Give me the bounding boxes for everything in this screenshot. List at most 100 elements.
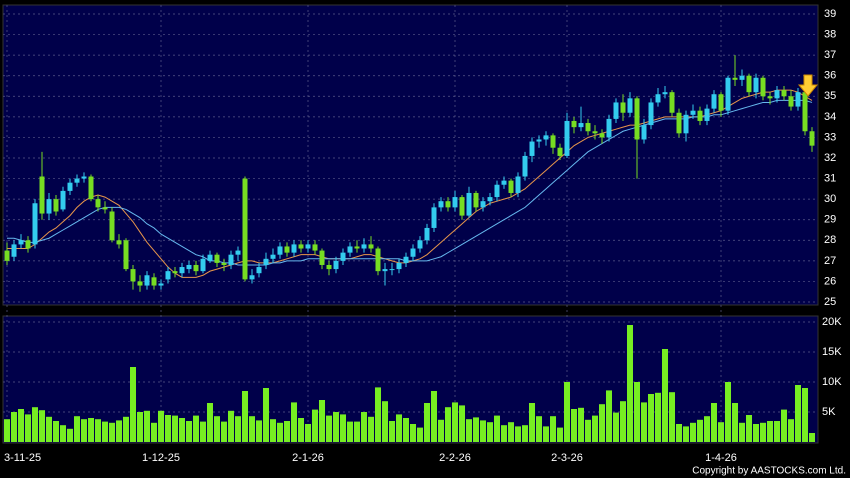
y-tick-label: 27 xyxy=(824,255,836,267)
candle-body xyxy=(802,92,808,132)
candle-body xyxy=(760,77,766,97)
candle-body xyxy=(221,262,227,265)
plot-layer: 25 26 27 28 29 30 31 32 33 34 35 36 37 38 39 5K 10K 15K 20… xyxy=(3,5,842,464)
volume-bar xyxy=(557,427,563,442)
volume-bar xyxy=(690,422,696,442)
volume-bar xyxy=(711,403,717,442)
volume-bar xyxy=(81,419,87,442)
volume-bar xyxy=(732,403,738,442)
volume-bar xyxy=(445,407,451,442)
volume-bar xyxy=(641,402,647,442)
volume-bar xyxy=(319,400,325,442)
candle-body xyxy=(529,141,535,156)
y-tick-label: 35 xyxy=(824,90,836,102)
candle-body xyxy=(767,96,773,99)
candle-body xyxy=(739,75,745,80)
candle-body xyxy=(697,110,703,121)
volume-bar xyxy=(333,412,339,442)
volume-bar xyxy=(214,416,220,442)
volume-bar xyxy=(375,387,381,442)
candle-body xyxy=(445,201,451,208)
candle-body xyxy=(340,252,346,261)
volume-bar xyxy=(18,409,24,442)
candle-body xyxy=(578,123,584,128)
volume-bar xyxy=(207,403,213,442)
candle-body xyxy=(543,135,549,140)
y-tick-label: 10K xyxy=(822,376,842,388)
candle-body xyxy=(235,250,241,255)
candle-body xyxy=(242,178,248,280)
volume-bar xyxy=(606,390,612,442)
volume-bar xyxy=(340,414,346,442)
candle-body xyxy=(571,120,577,128)
volume-bar xyxy=(277,422,283,442)
volume-bar xyxy=(144,410,150,442)
volume-bar xyxy=(760,422,766,442)
candle-body xyxy=(74,178,80,183)
candle-body xyxy=(746,75,752,93)
candle-body xyxy=(781,90,787,97)
candle-body xyxy=(32,203,38,245)
candle-body xyxy=(53,199,59,212)
candle-body xyxy=(655,94,661,103)
candle-body xyxy=(361,244,367,249)
candle-body xyxy=(753,77,759,93)
candle-body xyxy=(627,98,633,113)
volume-bar xyxy=(242,391,248,442)
x-tick-label: 1-4-26 xyxy=(705,452,737,464)
volume-bar xyxy=(249,416,255,442)
candle-body xyxy=(200,258,206,272)
volume-bar xyxy=(396,414,402,442)
candle-body xyxy=(774,90,780,99)
volume-bar xyxy=(256,420,262,442)
candle-body xyxy=(291,244,297,253)
volume-bar xyxy=(725,382,731,442)
candle-body xyxy=(480,201,486,208)
candle-body xyxy=(389,269,395,271)
volume-bar xyxy=(578,407,584,442)
candle-body xyxy=(256,267,262,274)
candle-body xyxy=(39,176,45,214)
candle-body xyxy=(382,269,388,272)
candle-body xyxy=(795,92,801,107)
volume-bar xyxy=(123,416,129,442)
volume-bar xyxy=(438,419,444,442)
candle-body xyxy=(585,123,591,132)
volume-bar xyxy=(417,427,423,442)
candle-body xyxy=(487,197,493,202)
candle-body xyxy=(179,267,185,274)
x-tick-label: 3-11-25 xyxy=(4,452,41,464)
volume-bar xyxy=(410,424,416,442)
volume-bar xyxy=(508,422,514,442)
volume-bar xyxy=(305,424,311,442)
volume-bar xyxy=(235,416,241,442)
candle-body xyxy=(613,102,619,119)
volume-bar xyxy=(592,415,598,442)
candle-body xyxy=(158,283,164,286)
y-tick-label: 32 xyxy=(824,152,836,164)
candle-body xyxy=(326,264,332,270)
volume-bar xyxy=(627,325,633,442)
candle-body xyxy=(102,207,108,210)
volume-bar xyxy=(809,433,815,442)
volume-bar xyxy=(704,416,710,442)
volume-bar xyxy=(382,401,388,442)
candle-body xyxy=(228,254,234,265)
candle-body xyxy=(641,125,647,140)
volume-bar xyxy=(151,422,157,442)
candle-body xyxy=(403,256,409,263)
candle-body xyxy=(515,176,521,193)
volume-bar xyxy=(4,419,10,442)
candle-body xyxy=(186,264,192,270)
candle-body xyxy=(193,264,199,272)
candle-body xyxy=(417,240,423,249)
y-tick-label: 26 xyxy=(824,275,836,287)
candle-body xyxy=(536,139,542,142)
candle-body xyxy=(424,227,430,241)
candle-body xyxy=(466,192,472,216)
candle-body xyxy=(207,254,213,261)
candle-body xyxy=(648,102,654,126)
volume-bar xyxy=(774,421,780,442)
volume-bar xyxy=(431,391,437,442)
candle-body xyxy=(410,248,416,257)
